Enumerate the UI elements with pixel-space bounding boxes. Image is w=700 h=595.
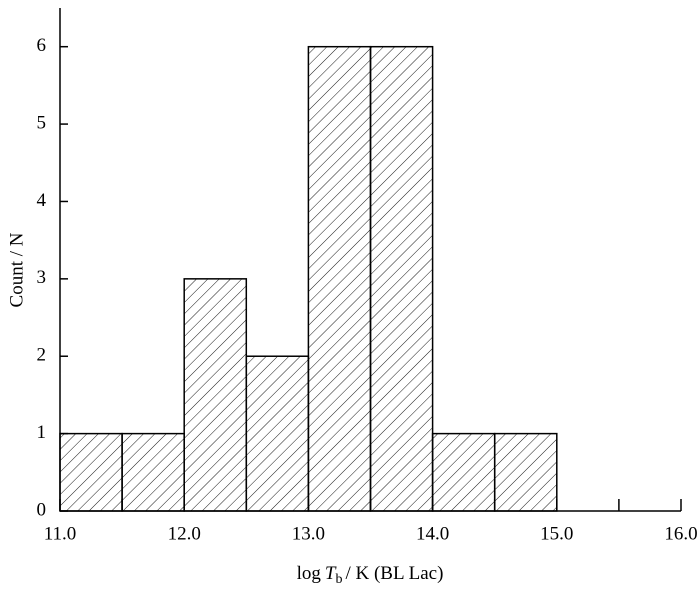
x-tick-label: 14.0 — [416, 523, 449, 544]
x-tick-label: 12.0 — [168, 523, 201, 544]
y-tick-label: 6 — [37, 35, 47, 56]
x-label-prefix: log — [297, 563, 322, 584]
x-label-subscript: b — [335, 572, 342, 587]
histogram-bar — [369, 45, 434, 512]
histogram-bar — [59, 432, 123, 512]
y-tick-label: 4 — [37, 190, 47, 211]
histogram-bar — [183, 278, 248, 512]
y-tick-label: 1 — [37, 422, 47, 443]
histogram-bar — [307, 45, 372, 512]
y-tick-label: 5 — [37, 112, 47, 133]
x-axis-label: log Tb / K (BL Lac) — [297, 563, 444, 587]
histogram-bar — [493, 432, 558, 512]
x-tick-label: 16.0 — [664, 523, 697, 544]
x-label-symbol: T — [325, 563, 337, 584]
y-tick-label: 2 — [37, 345, 47, 366]
y-tick-label: 0 — [37, 499, 47, 520]
histogram-bar — [245, 355, 310, 512]
x-tick-label: 13.0 — [292, 523, 325, 544]
x-tick-label: 15.0 — [540, 523, 573, 544]
y-axis-label: Count / N — [6, 232, 27, 307]
histogram-bar — [431, 432, 496, 512]
histogram-bar — [121, 432, 185, 512]
x-tick-label: 11.0 — [44, 523, 77, 544]
x-label-suffix: / K (BL Lac) — [345, 563, 443, 584]
y-tick-label: 3 — [37, 267, 47, 288]
